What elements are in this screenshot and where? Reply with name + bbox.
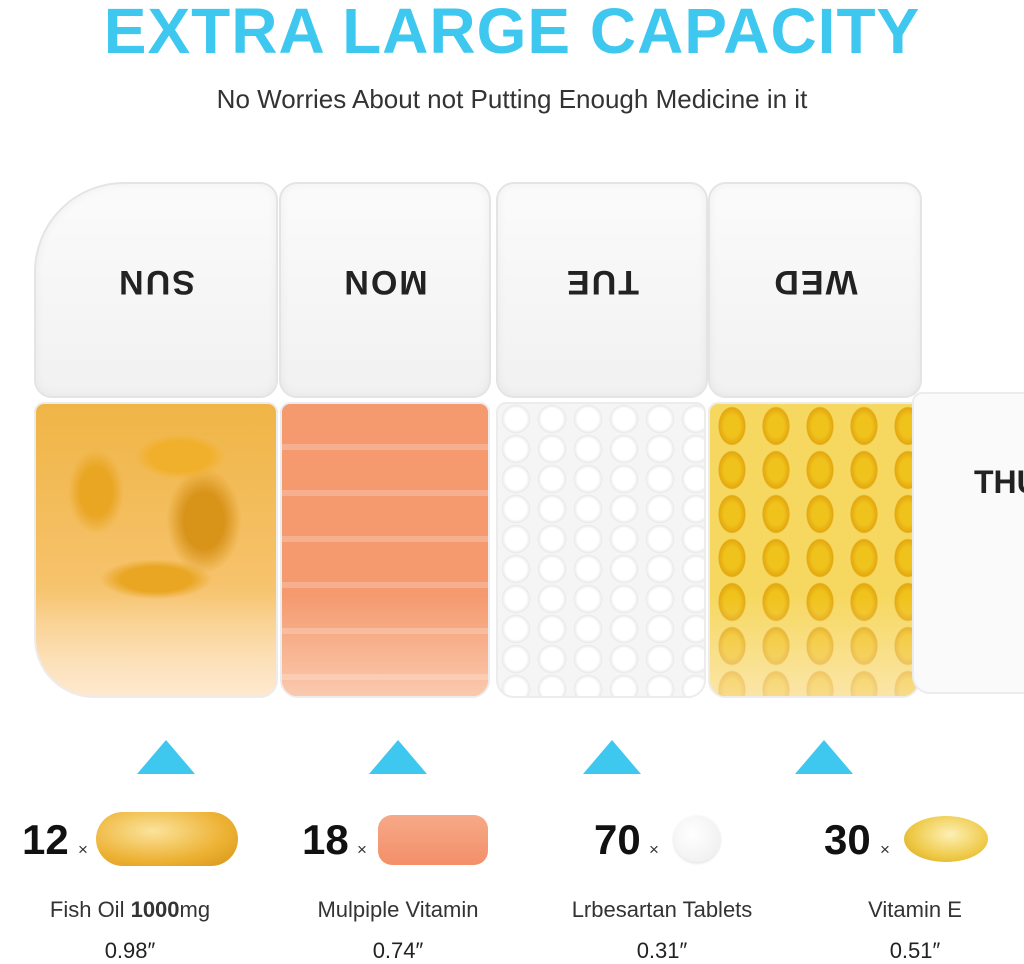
arrow-up-icon (369, 740, 427, 774)
item-size: 0.74″ (372, 938, 424, 963)
day-label-sun: SUN (117, 263, 195, 301)
white-tablet-icon (674, 816, 720, 862)
item-count: 18 (302, 816, 349, 863)
item-size: 0.51″ (889, 938, 941, 963)
item-count: 70 (594, 816, 641, 863)
item-count: 30 (824, 816, 871, 863)
item-size: 0.31″ (636, 938, 688, 963)
times-sign: × (880, 840, 890, 859)
day-label-thu: THU (974, 464, 1024, 500)
arrow-up-icon (795, 740, 853, 774)
arrow-up-icon (583, 740, 641, 774)
item-name: Vitamin E (868, 897, 962, 922)
lid-wed: WED (708, 182, 922, 398)
day-label-mon: MON (342, 263, 428, 301)
page-title: EXTRA LARGE CAPACITY (103, 0, 921, 67)
lid-tue: TUE (496, 182, 708, 398)
compartment-mon (280, 402, 490, 698)
compartment-sun (34, 402, 278, 698)
compartment-thu: THU (912, 392, 1024, 694)
vitamin-e-softgel-icon (904, 816, 988, 862)
compartment-tue (496, 402, 706, 698)
times-sign: × (357, 840, 367, 859)
multivitamin-tablet-icon (378, 815, 488, 865)
item-count: 12 (22, 816, 69, 863)
item-size: 0.98″ (104, 938, 156, 963)
day-label-tue: TUE (565, 263, 639, 301)
fish-oil-capsule-icon (96, 812, 238, 866)
compartment-wed (708, 402, 920, 698)
day-label-wed: WED (772, 263, 858, 301)
arrow-up-icon (137, 740, 195, 774)
times-sign: × (649, 840, 659, 859)
page-subtitle: No Worries About not Putting Enough Medi… (216, 84, 808, 114)
item-name: Mulpiple Vitamin (317, 897, 479, 922)
item-name: Fish Oil 1000mg (49, 897, 211, 922)
lid-sun: SUN (34, 182, 278, 398)
times-sign: × (78, 840, 88, 859)
item-name: Lrbesartan Tablets (571, 897, 753, 922)
lid-mon: MON (279, 182, 491, 398)
